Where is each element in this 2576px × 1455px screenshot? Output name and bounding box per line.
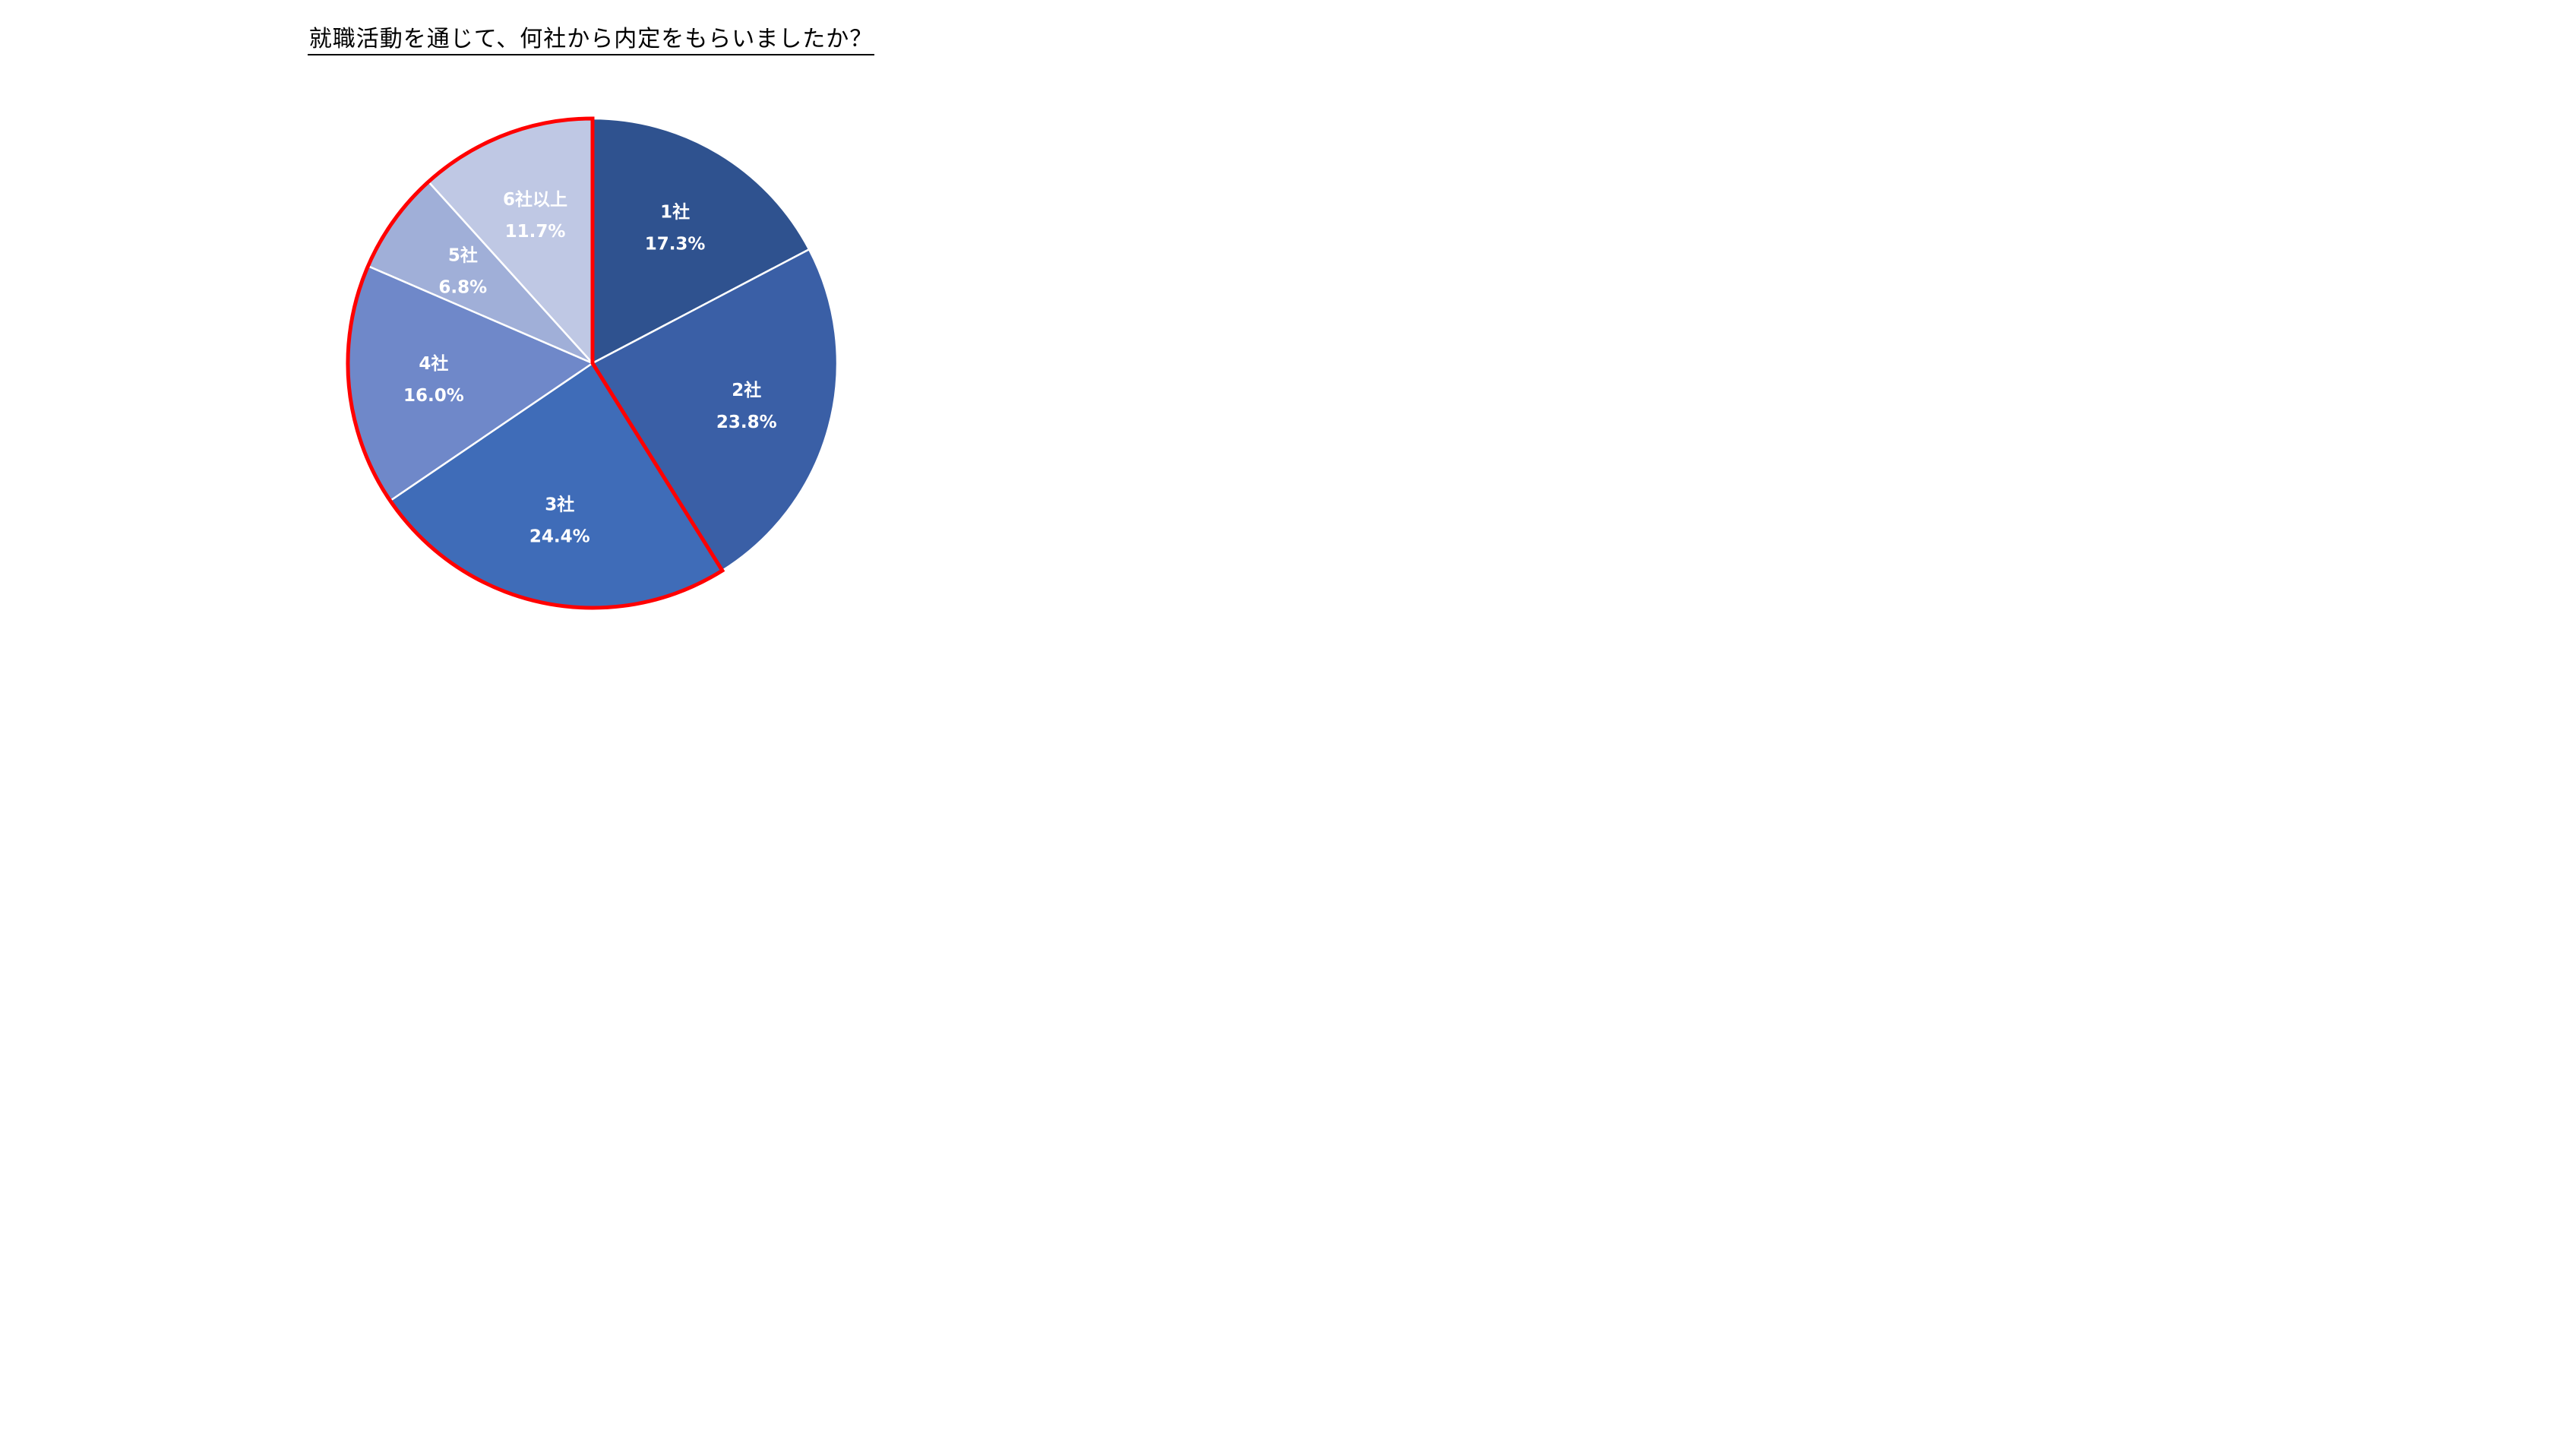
slice-value-label: 11.7% bbox=[505, 222, 566, 242]
slice-value-label: 16.0% bbox=[403, 386, 464, 406]
slice-category-label: 5社 bbox=[448, 245, 478, 266]
chart-title-text: 就職活動を通じて、何社から内定をもらいましたか？ bbox=[307, 26, 875, 55]
pie-highlight bbox=[346, 116, 725, 610]
slice-category-label: 1社 bbox=[660, 201, 690, 222]
slice-category-label: 2社 bbox=[732, 380, 761, 400]
slice-value-label: 23.8% bbox=[716, 413, 777, 432]
pie-slice-1 bbox=[591, 117, 811, 365]
slice-value-label: 24.4% bbox=[529, 527, 590, 547]
slice-value-label: 17.3% bbox=[645, 234, 706, 254]
pie-labels: 1社 17.3% 2社 23.8% 3社 24.4% 4社 16.0% 5社 6.8% 6社以上 11… bbox=[403, 189, 777, 546]
slice-category-label: 3社 bbox=[545, 495, 574, 515]
slice-category-label: 4社 bbox=[419, 353, 448, 374]
highlight-outline bbox=[346, 116, 725, 610]
chart-title: 就職活動を通じて、何社から内定をもらいましたか？ bbox=[0, 20, 1182, 55]
pie-slice-2 bbox=[591, 248, 839, 572]
slice-value-label: 6.8% bbox=[438, 278, 487, 298]
slice-category-label: 6社以上 bbox=[503, 189, 567, 210]
pie-chart: 1社 17.3% 2社 23.8% 3社 24.4% 4社 16.0% 5社 6.8% 6社以上 11… bbox=[346, 116, 839, 610]
